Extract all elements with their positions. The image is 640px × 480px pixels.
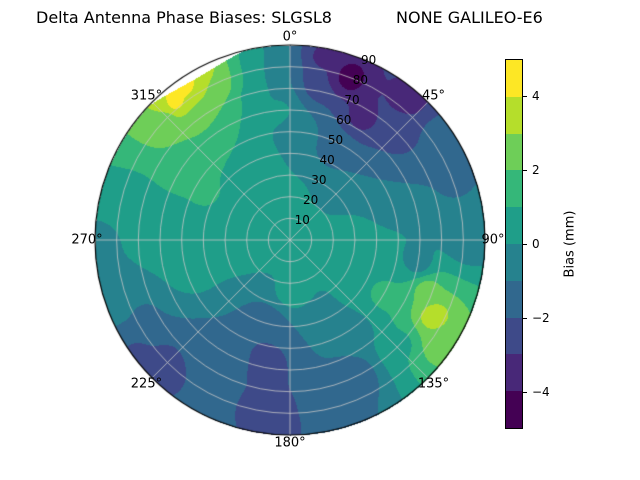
colorbar-tick	[523, 318, 527, 319]
radial-tick-label: 80	[352, 72, 368, 87]
angle-tick-label: 270°	[71, 232, 103, 248]
radial-tick-label: 10	[294, 212, 310, 227]
colorbar-band	[506, 354, 522, 392]
radial-tick-label: 20	[302, 192, 319, 207]
colorbar-tick	[523, 170, 527, 171]
chart-title-right: NONE GALILEO-E6	[396, 8, 543, 27]
colorbar-band	[506, 243, 522, 281]
colorbar-tick	[523, 96, 527, 97]
angle-tick-label: 0°	[282, 29, 298, 45]
angle-tick-label: 225°	[130, 376, 163, 392]
colorbar-tick	[523, 244, 527, 245]
colorbar-band	[506, 96, 522, 134]
colorbar-tick	[523, 392, 527, 393]
colorbar-band	[506, 170, 522, 208]
colorbar: 4 2 0 −2 −4	[505, 59, 550, 429]
colorbar-gradient	[505, 59, 523, 429]
radial-tick-label: 70	[344, 92, 360, 107]
colorbar-band	[506, 280, 522, 318]
colorbar-tick-label: −4	[532, 385, 550, 399]
chart-title-left: Delta Antenna Phase Biases: SLGSL8	[36, 8, 332, 27]
colorbar-tick-label: 2	[532, 163, 540, 177]
angle-tick-label: 315°	[130, 88, 163, 104]
angle-tick-label: 180°	[274, 435, 306, 451]
radial-tick-label: 90	[360, 52, 377, 67]
colorbar-tick-label: 4	[532, 89, 540, 103]
colorbar-band	[506, 317, 522, 355]
angle-tick-label: 135°	[417, 376, 450, 392]
colorbar-tick-label: −2	[532, 311, 550, 325]
radial-tick-label: 40	[319, 152, 335, 167]
colorbar-band	[506, 207, 522, 244]
angle-tick-label: 45°	[422, 88, 446, 104]
radial-tick-label: 60	[336, 112, 352, 127]
radial-tick-label: 50	[327, 132, 344, 147]
colorbar-band	[506, 391, 522, 428]
colorbar-tick-label: 0	[532, 237, 540, 251]
colorbar-ticks: 4 2 0 −2 −4	[505, 59, 550, 429]
colorbar-band	[506, 133, 522, 171]
radial-tick-label: 30	[311, 172, 327, 187]
colorbar-band	[506, 60, 522, 97]
angle-tick-label: 90°	[481, 232, 505, 248]
colorbar-axis-label: Bias (mm)	[562, 210, 578, 278]
